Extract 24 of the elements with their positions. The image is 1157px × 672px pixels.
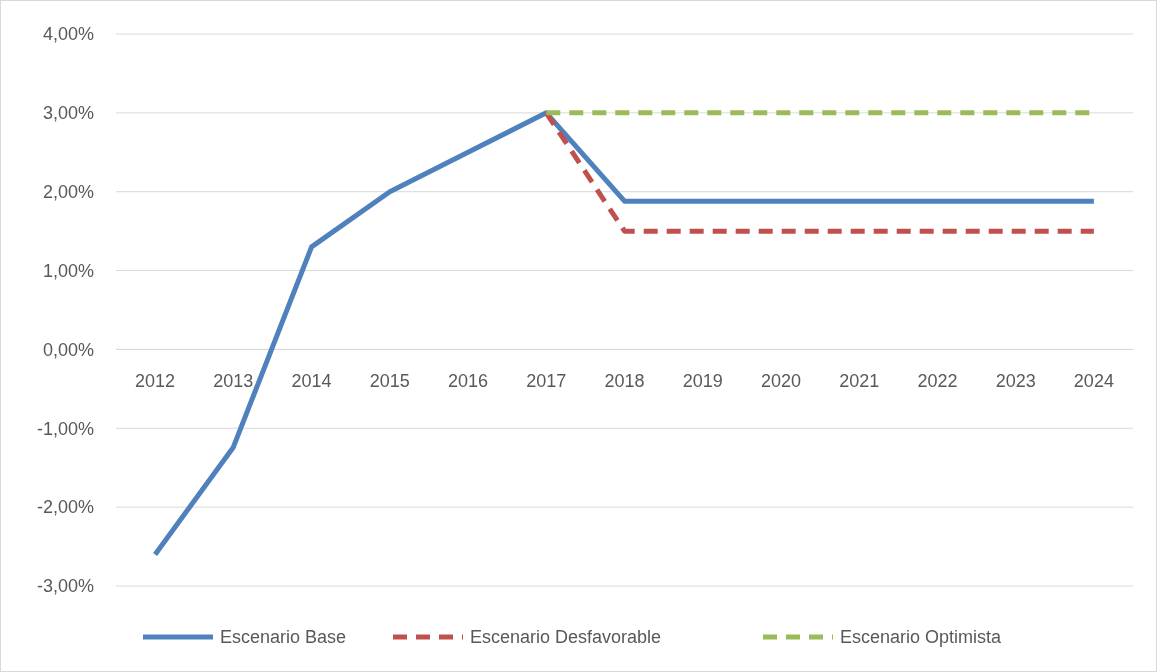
y-tick-label: 2,00% [42, 182, 94, 203]
x-tick-label: 2024 [1073, 371, 1114, 392]
y-tick-label: 4,00% [42, 24, 94, 45]
y-tick-label: 0,00% [42, 339, 94, 360]
x-tick-label: 2014 [291, 371, 332, 392]
x-tick-label: 2018 [604, 371, 645, 392]
x-tick-label: 2017 [526, 371, 567, 392]
x-tick-label: 2013 [213, 371, 254, 392]
y-tick-label: 3,00% [42, 103, 94, 124]
x-tick-label: 2015 [369, 371, 410, 392]
x-tick-label: 2021 [839, 371, 880, 392]
x-tick-label: 2020 [760, 371, 801, 392]
x-tick-label: 2022 [917, 371, 958, 392]
legend-label: Escenario Desfavorable [470, 627, 662, 648]
y-tick-label: -3,00% [36, 576, 94, 597]
y-tick-label: -1,00% [36, 418, 94, 439]
x-tick-label: 2012 [135, 371, 176, 392]
y-tick-label: -2,00% [36, 497, 94, 518]
y-tick-label: 1,00% [42, 260, 94, 281]
x-tick-label: 2023 [995, 371, 1036, 392]
x-tick-label: 2019 [682, 371, 723, 392]
x-tick-label: 2016 [448, 371, 489, 392]
legend-label: Escenario Optimista [840, 627, 1003, 648]
legend-label: Escenario Base [220, 627, 347, 648]
